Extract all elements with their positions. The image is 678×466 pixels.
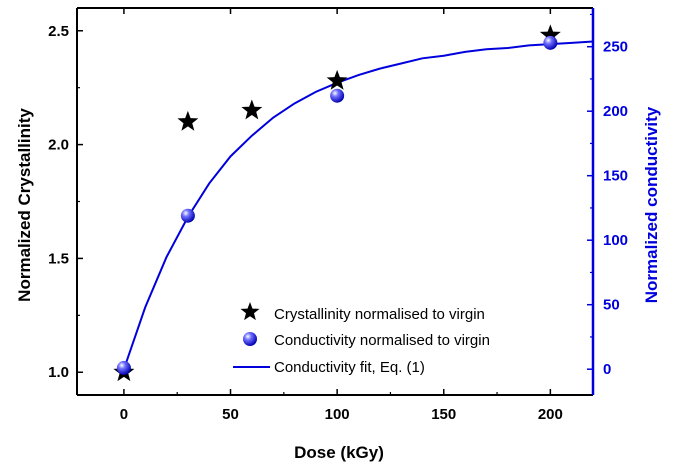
x-axis-title: Dose (kGy) [294,443,384,462]
crystallinity-point [177,110,199,131]
legend-label-conductivity: Conductivity normalised to virgin [274,332,490,349]
crystallinity-point [539,24,561,45]
x-tick-label: 200 [538,406,563,423]
y-left-tick-label: 1.5 [48,250,69,267]
x-axis: 0 50 100 150 200 [120,8,563,423]
fit-line [122,40,594,370]
y-left-tick-label: 2.5 [48,23,69,40]
legend-sphere-marker [243,332,257,346]
y-right-tick-label: 150 [603,168,628,185]
series-layer [113,24,594,382]
y-right-tick-label: 0 [603,361,611,378]
y-right-tick-label: 50 [603,297,620,314]
x-tick-label: 50 [222,406,239,423]
y-left-axis-title: Normalized Crystallinity [15,108,34,302]
y-left-tick-label: 1.0 [48,364,69,381]
legend-label-crystallinity: Crystallinity normalised to virgin [274,306,485,323]
y-right-axis-title: Normalized conductivity [642,106,661,303]
conductivity-point [330,88,345,103]
legend: Crystallinity normalised to virgin Condu… [233,302,490,376]
y-right-tick-label: 200 [603,103,628,120]
crystallinity-point [326,69,348,90]
crystallinity-point [241,99,263,120]
y-left-axis: 1.0 1.5 2.0 2.5 [48,23,83,381]
legend-label-fit: Conductivity fit, Eq. (1) [274,359,425,376]
x-tick-label: 100 [325,406,350,423]
y-left-tick-label: 2.0 [48,137,69,154]
conductivity-point [543,35,558,50]
legend-star-marker [240,302,260,321]
conductivity-point [116,360,131,375]
x-tick-label: 0 [120,406,128,423]
y-right-tick-label: 250 [603,39,628,56]
conductivity-point [180,208,195,223]
x-tick-label: 150 [431,406,456,423]
y-right-tick-label: 100 [603,232,628,249]
y-right-axis: 0 50 100 150 200 250 [587,13,628,378]
